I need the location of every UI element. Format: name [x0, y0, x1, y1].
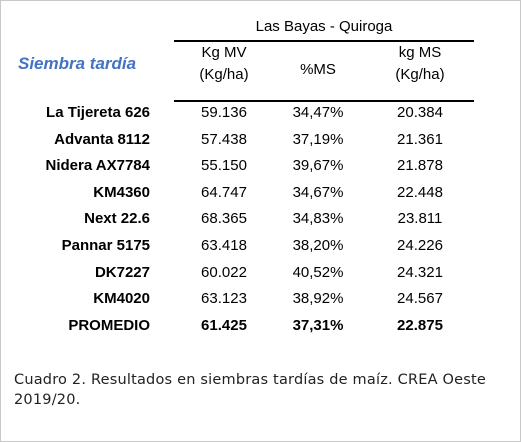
kg-mv-value: 68.365 [201, 210, 247, 228]
table-row: Pannar 5175 63.418 38,20% 24.226 [14, 233, 474, 260]
ms-percent-value: 38,20% [292, 236, 344, 254]
kg-ms-value: 24.226 [397, 236, 443, 254]
table-row: KM4020 63.123 38,92% 24.567 [14, 286, 474, 313]
table-row: Advanta 8112 57.438 37,19% 21.361 [14, 127, 474, 154]
kg-ms-value: 24.567 [397, 290, 443, 308]
section-label: Siembra tardía [18, 54, 137, 73]
hybrid-name: Nidera AX7784 [45, 157, 150, 175]
table-group-title: Las Bayas - Quiroga [255, 18, 393, 35]
kg-mv-value: 60.022 [201, 263, 247, 281]
column-header-kg-mv-title: Kg MV [201, 44, 247, 61]
header-bottom-rule [174, 100, 474, 102]
column-header-kg-ms-title: kg MS [398, 44, 442, 61]
kg-ms-value: 21.878 [397, 157, 443, 175]
average-kg-ms: 22.875 [397, 316, 443, 334]
hybrid-name: Next 22.6 [84, 210, 150, 228]
kg-ms-value: 20.384 [397, 104, 443, 121]
hybrid-name: DK7227 [94, 263, 150, 281]
average-label: PROMEDIO [68, 316, 150, 334]
hybrid-name: KM4360 [93, 183, 150, 201]
hybrid-name: La Tijereta 626 [46, 104, 150, 121]
hybrid-name: Advanta 8112 [54, 130, 150, 148]
ms-percent-value: 34,67% [292, 183, 344, 201]
column-header-kg-ms: kg MS (Kg/ha) [366, 42, 474, 98]
hybrid-name: KM4020 [93, 290, 150, 308]
column-header-kg-mv: Kg MV (Kg/ha) [178, 42, 270, 98]
table-body: La Tijereta 626 59.136 34,47% 20.384 Adv… [14, 100, 474, 339]
ms-percent-value: 38,92% [292, 290, 344, 308]
ms-percent-value: 37,19% [292, 130, 344, 148]
column-header-ms: %MS [300, 61, 336, 78]
kg-mv-value: 57.438 [201, 130, 247, 148]
table-caption: Cuadro 2. Resultados en siembras tardías… [14, 372, 487, 408]
header-top-rule [174, 40, 474, 42]
column-header-kg-mv-unit: (Kg/ha) [199, 66, 249, 83]
kg-ms-value: 24.321 [397, 263, 443, 281]
ms-percent-value: 39,67% [292, 157, 344, 175]
kg-mv-value: 59.136 [201, 104, 247, 121]
table-row: KM4360 64.747 34,67% 22.448 [14, 180, 474, 207]
average-ms-percent: 37,31% [292, 316, 344, 334]
kg-mv-value: 63.418 [201, 236, 247, 254]
table-row: Nidera AX7784 55.150 39,67% 21.878 [14, 153, 474, 180]
average-kg-mv: 61.425 [201, 316, 247, 334]
ms-percent-value: 40,52% [292, 263, 344, 281]
table-row: La Tijereta 626 59.136 34,47% 20.384 [14, 100, 474, 127]
kg-mv-value: 55.150 [201, 157, 247, 175]
kg-mv-value: 64.747 [201, 183, 247, 201]
ms-percent-value: 34,83% [292, 210, 344, 228]
kg-mv-value: 63.123 [201, 290, 247, 308]
average-row: PROMEDIO 61.425 37,31% 22.875 [14, 313, 474, 340]
kg-ms-value: 22.448 [397, 183, 443, 201]
column-header-kg-ms-unit: (Kg/ha) [395, 66, 445, 83]
ms-percent-value: 34,47% [292, 104, 344, 121]
table-row: DK7227 60.022 40,52% 24.321 [14, 260, 474, 287]
table-row: Next 22.6 68.365 34,83% 23.811 [14, 206, 474, 233]
kg-ms-value: 23.811 [397, 210, 443, 228]
hybrid-name: Pannar 5175 [61, 236, 150, 254]
kg-ms-value: 21.361 [397, 130, 443, 148]
results-table: Las Bayas - Quiroga Siembra tardía Kg MV… [14, 14, 474, 334]
